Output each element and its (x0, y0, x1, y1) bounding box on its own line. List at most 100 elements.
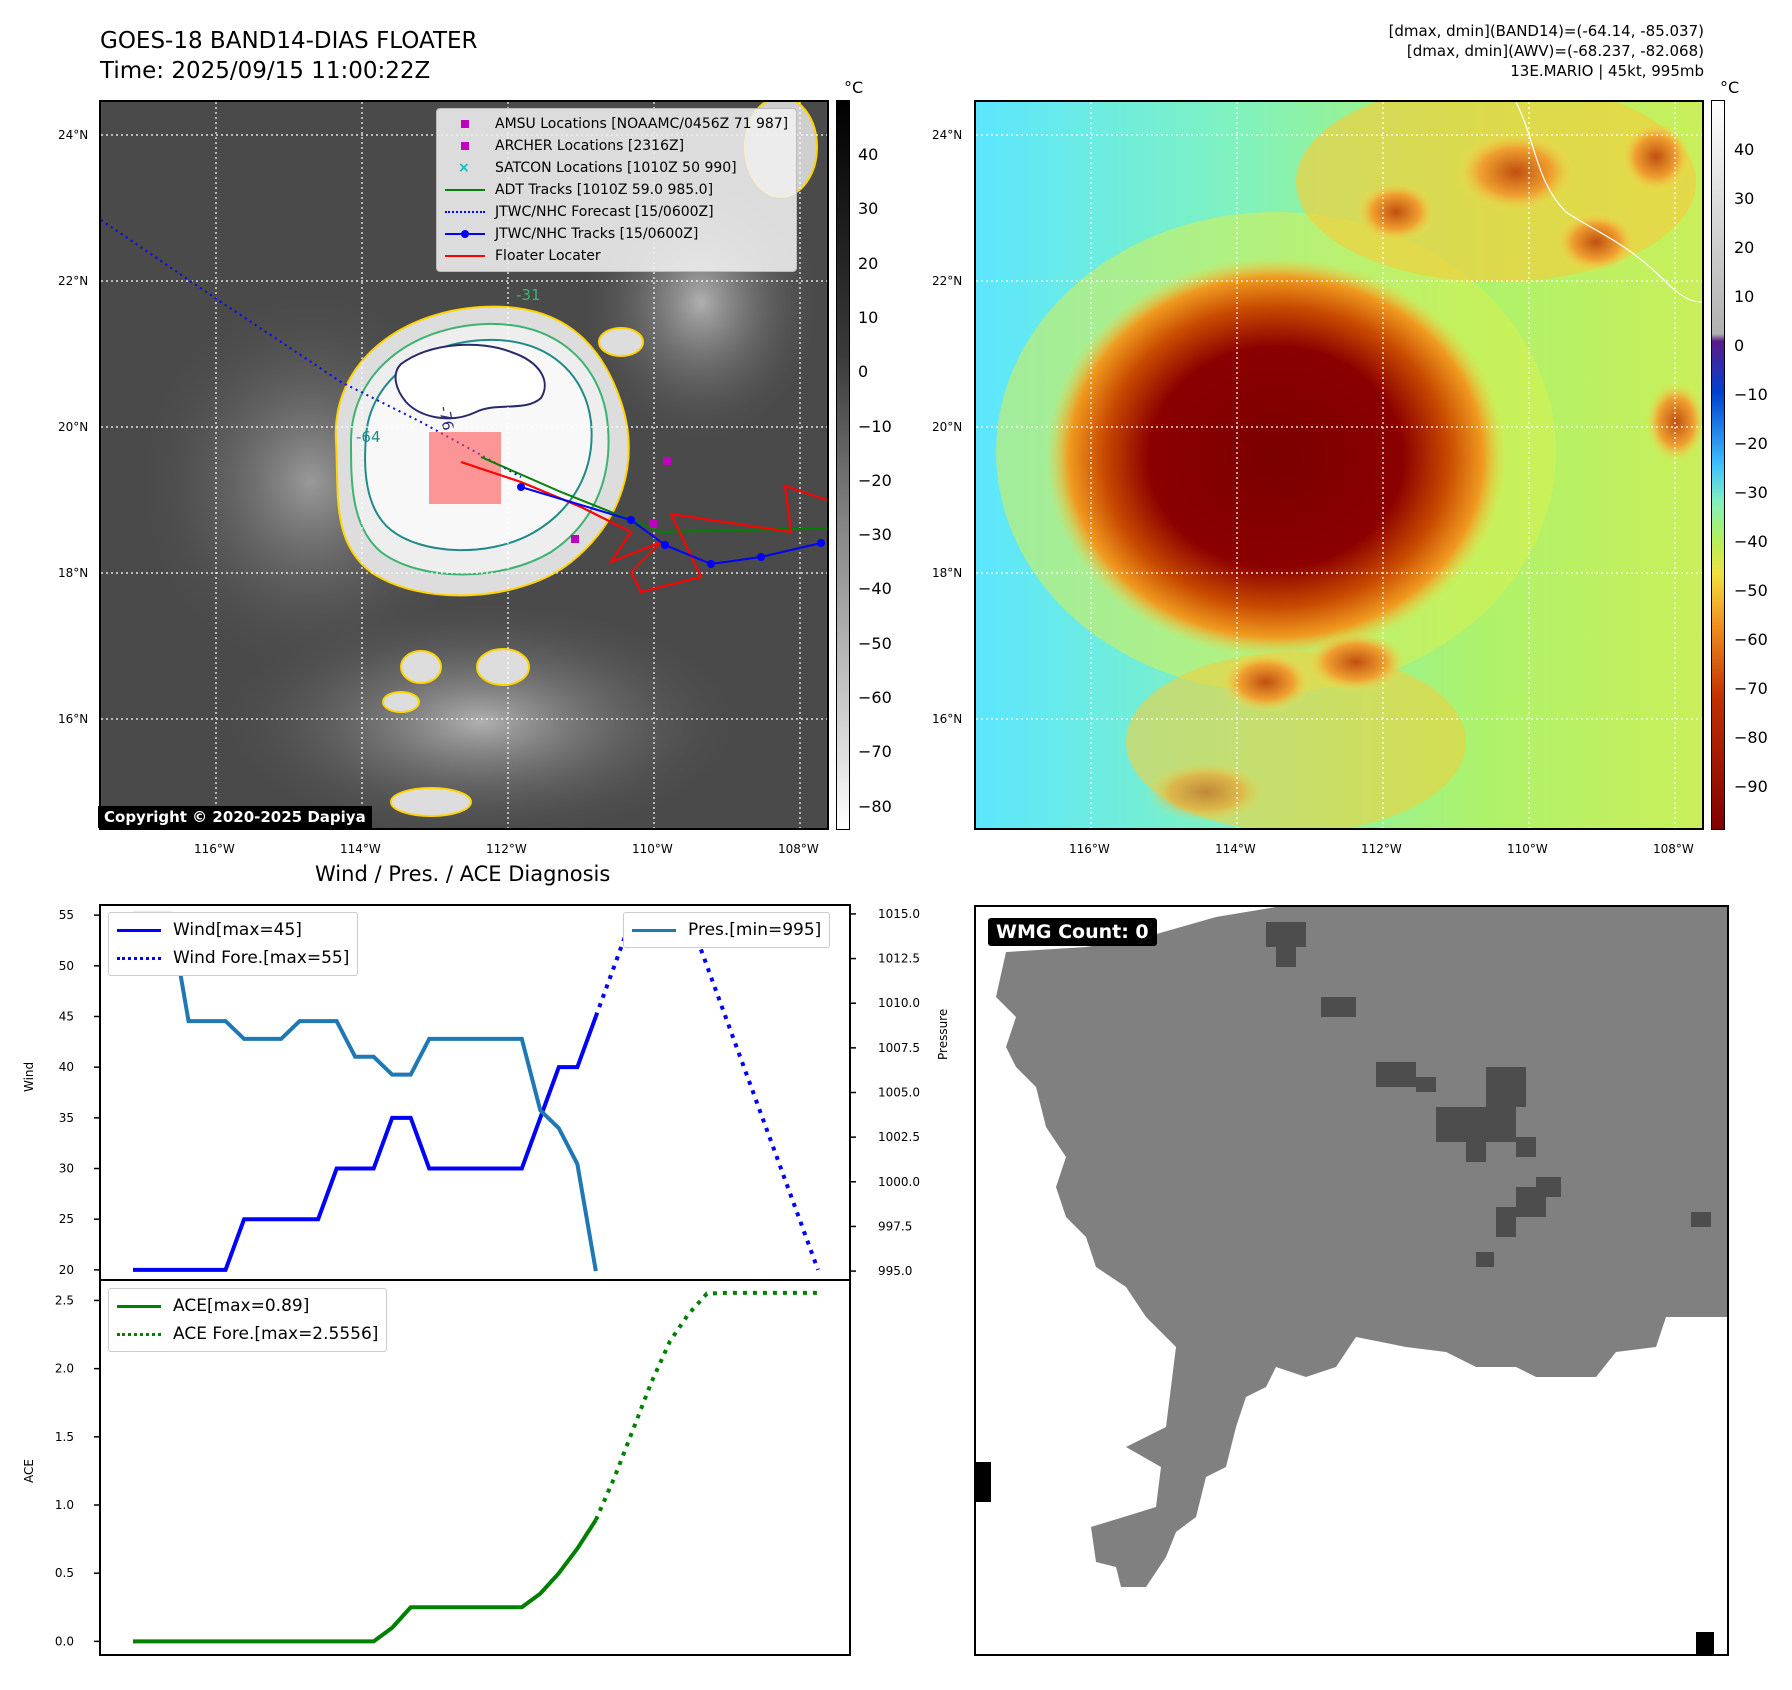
awv-lat-label-24: 24°N (932, 128, 963, 142)
awv-lon-label-110: 110°W (1507, 842, 1548, 856)
colorbar-ir-tick: −60 (858, 688, 892, 707)
lon-label-112: 112°W (486, 842, 527, 856)
pressure-axis-label: Pressure (936, 1008, 950, 1060)
colorbar-awv (1711, 100, 1725, 830)
wind-ytick-label: 35 (59, 1111, 74, 1125)
pressure-line (133, 911, 598, 1272)
pressure-ytick-label: 995.0 (878, 1264, 912, 1278)
colorbar-ir-tick: −70 (858, 742, 892, 762)
colorbar-awv-tick: 20 (1734, 238, 1755, 257)
lon-label-116: 116°W (194, 842, 235, 856)
colorbar-ir-unit: °C (844, 78, 864, 97)
ace-legend: ACE[max=0.89] ACE Fore.[max=2.5556] (108, 1288, 388, 1352)
lat-label-24: 24°N (58, 128, 89, 142)
info-awv-range: [dmax, dmin](AWV)=(-68.237, -82.068) (1406, 42, 1704, 60)
pressure-ytick-label: 1002.5 (878, 1130, 920, 1144)
pressure-legend: Pres.[min=995] (623, 912, 831, 948)
legend-adt: ADT Tracks [1010Z 59.0 985.0] (445, 179, 788, 201)
wind-ytick-label: 50 (59, 959, 74, 973)
awv-lon-label-116: 116°W (1069, 842, 1110, 856)
colorbar-awv-tick: −60 (1734, 630, 1768, 649)
ace-axis-label: ACE (22, 1459, 36, 1483)
ace-ytick-label: 0.0 (55, 1634, 74, 1648)
pressure-ytick-label: 1007.5 (878, 1041, 920, 1055)
legend-ace: ACE[max=0.89] (117, 1292, 378, 1320)
lat-label-18: 18°N (58, 566, 89, 580)
colorbar-ir-tick: −80 (858, 796, 892, 816)
lon-label-114: 114°W (340, 842, 381, 856)
colorbar-awv-tick: −90 (1734, 777, 1768, 796)
colorbar-awv-tick: 30 (1734, 189, 1755, 208)
colorbar-ir-tick: −30 (858, 525, 892, 545)
wind-ytick-label: 20 (59, 1263, 74, 1277)
figure-time: Time: 2025/09/15 11:00:22Z (100, 58, 431, 84)
wind-ytick-label: 25 (59, 1212, 74, 1226)
colorbar-ir-tick: −40 (858, 579, 892, 599)
legend-satcon: × SATCON Locations [1010Z 50 990] (458, 160, 737, 176)
ir-map-image: -76 -64 -31 (101, 102, 827, 828)
awv-lon-label-114: 114°W (1215, 842, 1256, 856)
legend-tracks: JTWC/NHC Tracks [15/0600Z] (445, 223, 788, 245)
ace-ytick-label: 1.5 (55, 1430, 74, 1444)
wind-ytick-label: 45 (59, 1009, 74, 1023)
colorbar-awv-tick: 40 (1734, 140, 1755, 159)
colorbar-awv-tick: −50 (1734, 581, 1768, 600)
colorbar-ir-tick: 0 (858, 362, 869, 382)
lon-label-108: 108°W (778, 842, 819, 856)
wind-forecast-line (593, 913, 820, 1271)
colorbar-awv-tick: −40 (1734, 532, 1768, 551)
legend-amsu: AMSU Locations [NOAAMC/0456Z 71 987] (445, 113, 788, 135)
colorbar-awv-tick: 0 (1734, 336, 1745, 355)
figure-title: GOES-18 BAND14-DIAS FLOATER (100, 28, 478, 54)
lat-label-22: 22°N (58, 274, 89, 288)
colorbar-ir-tick: 30 (858, 199, 879, 219)
awv-map-image (976, 102, 1702, 828)
pressure-ytick-label: 1015.0 (878, 907, 920, 921)
legend-forecast: JTWC/NHC Forecast [15/0600Z] (445, 201, 788, 223)
ace-line (133, 1518, 598, 1644)
colorbar-ir (836, 100, 850, 830)
awv-lon-label-108: 108°W (1653, 842, 1694, 856)
colorbar-awv-unit: °C (1720, 78, 1740, 97)
colorbar-awv-tick: −30 (1734, 483, 1768, 502)
colorbar-awv-tick: −70 (1734, 679, 1768, 698)
info-band14-range: [dmax, dmin](BAND14)=(-64.14, -85.037) (1388, 22, 1704, 40)
pressure-ytick-label: 1000.0 (878, 1175, 920, 1189)
diag-title: Wind / Pres. / ACE Diagnosis (315, 862, 611, 886)
colorbar-ir-tick: −50 (858, 633, 892, 653)
lat-label-16: 16°N (58, 712, 89, 726)
ace-ytick-label: 2.0 (55, 1362, 74, 1376)
wind-legend: Wind[max=45] Wind Fore.[max=55] (108, 912, 359, 976)
legend-floater: Floater Locater (445, 245, 788, 267)
diag-chart: 55 50 45 40 35 30 25 20 1015.0 1012.5 1010.0 1007.5… (55, 904, 920, 1656)
ace-forecast-line (594, 1290, 818, 1521)
legend-wind-fore: Wind Fore.[max=55] (117, 944, 349, 972)
pressure-ytick-label: 1005.0 (878, 1086, 920, 1100)
awv-lon-label-112: 112°W (1361, 842, 1402, 856)
lon-label-110: 110°W (632, 842, 673, 856)
wmg-count-badge: WMG Count: 0 (988, 918, 1157, 946)
awv-lat-label-22: 22°N (932, 274, 963, 288)
awv-lat-label-18: 18°N (932, 566, 963, 580)
wind-ytick-label: 55 (59, 908, 74, 922)
awv-lat-label-20: 20°N (932, 420, 963, 434)
map-legend: AMSU Locations [NOAAMC/0456Z 71 987] ARC… (436, 108, 798, 272)
wind-line (133, 1015, 598, 1272)
legend-ace-fore: ACE Fore.[max=2.5556] (117, 1320, 378, 1348)
colorbar-ir-tick: 40 (858, 145, 879, 164)
svg-text:-64: -64 (356, 428, 381, 446)
info-storm: 13E.MARIO | 45kt, 995mb (1510, 62, 1704, 80)
awv-lat-label-16: 16°N (932, 712, 963, 726)
wmg-panel (974, 905, 1729, 1656)
copyright-label: Copyright © 2020-2025 Dapiya (98, 806, 372, 828)
colorbar-awv-tick: −20 (1734, 434, 1768, 453)
awv-map-panel (974, 100, 1704, 830)
colorbar-ir-tick: −10 (858, 416, 892, 436)
colorbar-awv-tick: −10 (1734, 385, 1768, 404)
ace-ytick-label: 1.0 (55, 1498, 74, 1512)
colorbar-ir-tick: −20 (858, 470, 892, 490)
wind-ytick-label: 30 (59, 1162, 74, 1176)
pressure-ytick-label: 1010.0 (878, 996, 920, 1010)
wmg-image (976, 907, 1727, 1654)
pressure-ytick-label: 997.5 (878, 1219, 912, 1233)
